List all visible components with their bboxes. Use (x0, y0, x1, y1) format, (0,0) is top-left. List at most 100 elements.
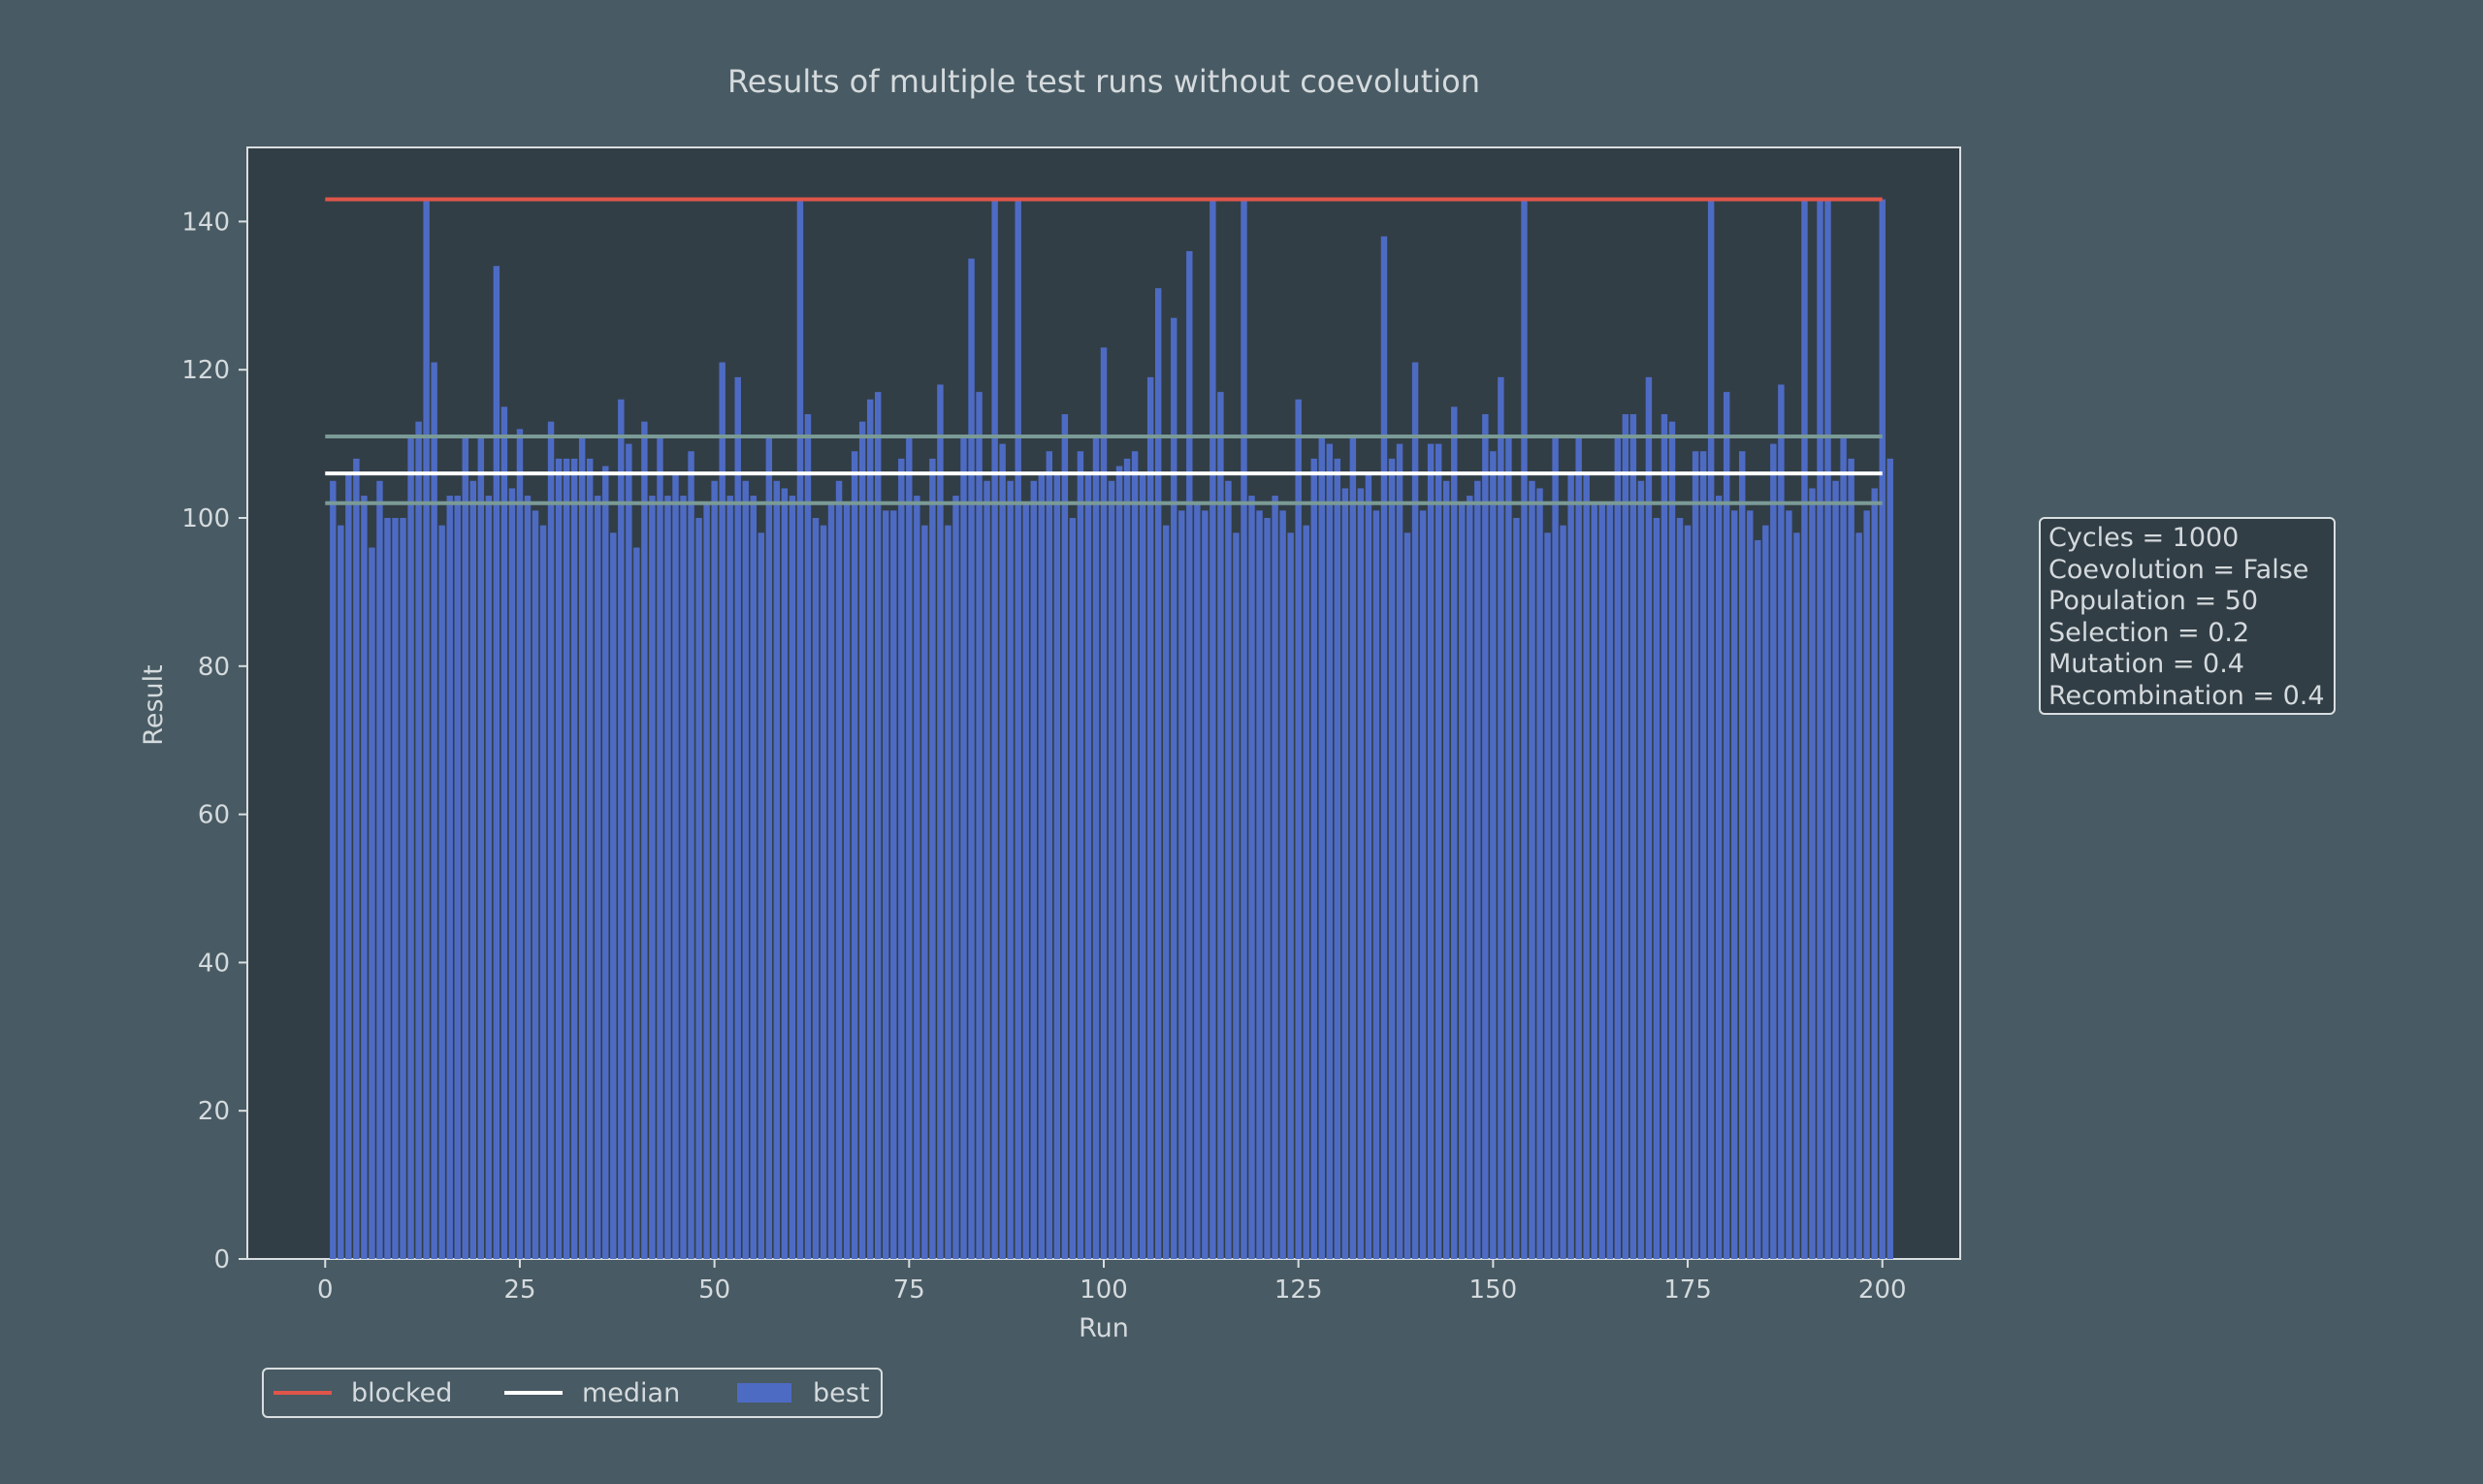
bar-run-97 (1077, 451, 1084, 1259)
bar-run-124 (1287, 532, 1294, 1259)
bar-run-21 (485, 496, 493, 1260)
bar-run-67 (843, 502, 851, 1259)
bar-run-195 (1840, 436, 1847, 1260)
bar-run-87 (999, 443, 1006, 1260)
bar-run-56 (758, 532, 765, 1259)
bar-run-91 (1030, 480, 1037, 1259)
bar-run-29 (547, 421, 555, 1259)
bar-run-158 (1552, 436, 1559, 1260)
annotation-coevolution: Coevolution = False (2048, 554, 2309, 585)
bar-run-80 (945, 525, 951, 1259)
bar-run-153 (1513, 518, 1520, 1259)
bar-run-118 (1241, 199, 1247, 1260)
bar-run-49 (703, 502, 710, 1259)
x-tick-label: 125 (1274, 1275, 1323, 1305)
bar-run-82 (960, 436, 967, 1260)
x-tick-label: 0 (317, 1275, 334, 1305)
bar-run-196 (1848, 458, 1854, 1259)
bar-run-146 (1459, 502, 1466, 1259)
bar-run-197 (1855, 532, 1862, 1259)
bar-run-42 (649, 496, 656, 1260)
y-tick-label: 20 (198, 1097, 230, 1126)
annotation-cycles: Cycles = 1000 (2048, 523, 2240, 553)
bar-run-192 (1817, 199, 1823, 1260)
bar-run-54 (742, 480, 749, 1259)
bar-run-46 (680, 496, 687, 1260)
y-tick-label: 120 (181, 356, 230, 385)
bar-run-140 (1411, 362, 1419, 1259)
bar-run-159 (1560, 525, 1566, 1259)
bar-run-108 (1163, 525, 1170, 1259)
bar-run-127 (1310, 458, 1317, 1259)
legend-swatch-blocked (274, 1391, 332, 1395)
bar-run-8 (384, 518, 391, 1259)
bar-run-125 (1295, 399, 1302, 1259)
bar-run-16 (446, 496, 453, 1260)
bar-run-75 (906, 436, 913, 1260)
bar-run-151 (1498, 376, 1504, 1260)
bar-run-181 (1731, 510, 1738, 1259)
reference-lines (325, 197, 1883, 505)
y-axis-ticks: 0 20 40 60 80 100 120 140 (181, 208, 247, 1274)
bar-run-129 (1326, 443, 1333, 1260)
bar-run-162 (1583, 473, 1590, 1259)
bar-run-58 (773, 480, 781, 1259)
bar-run-201 (1886, 458, 1893, 1259)
bar-run-113 (1202, 510, 1209, 1259)
bar-run-31 (563, 458, 570, 1259)
bar-run-19 (469, 480, 476, 1259)
bar-run-112 (1194, 502, 1201, 1259)
bar-run-28 (539, 525, 547, 1259)
bar-run-149 (1482, 414, 1489, 1259)
bar-run-128 (1318, 436, 1325, 1260)
bar-run-117 (1233, 532, 1240, 1259)
bar-run-168 (1629, 414, 1637, 1259)
bar-run-81 (952, 496, 959, 1260)
bar-run-34 (586, 458, 594, 1259)
legend-item-median: median (504, 1370, 680, 1416)
bar-run-23 (500, 406, 508, 1259)
x-axis-ticks: 0 25 50 75 100 125 150 175 200 (317, 1259, 1907, 1305)
bar-run-4 (353, 458, 360, 1259)
bar-run-93 (1046, 451, 1053, 1259)
bar-run-144 (1442, 480, 1450, 1259)
bar-run-18 (462, 436, 468, 1260)
x-tick-label: 75 (893, 1275, 925, 1305)
bar-run-126 (1303, 525, 1309, 1259)
bar-run-27 (532, 510, 539, 1259)
y-tick-label: 60 (198, 801, 230, 830)
bar-run-62 (804, 414, 812, 1259)
bar-run-182 (1739, 451, 1746, 1259)
bar-run-52 (726, 496, 733, 1260)
bar-run-132 (1349, 436, 1357, 1260)
bar-run-148 (1474, 480, 1481, 1259)
bar-run-66 (835, 480, 843, 1259)
bar-run-175 (1684, 525, 1692, 1259)
bar-run-73 (890, 510, 897, 1259)
bar-run-72 (883, 510, 889, 1259)
bar-run-65 (827, 502, 835, 1259)
bar-run-119 (1248, 496, 1255, 1260)
bar-run-191 (1809, 488, 1816, 1259)
bar-run-160 (1567, 473, 1574, 1259)
bar-run-170 (1645, 376, 1653, 1260)
bar-run-17 (454, 496, 461, 1260)
bar-run-35 (595, 496, 601, 1260)
bar-run-105 (1139, 473, 1146, 1259)
bar-run-169 (1637, 480, 1645, 1259)
bar-run-85 (984, 480, 990, 1259)
bar-run-11 (407, 436, 414, 1260)
bar-run-122 (1272, 496, 1278, 1260)
bar-series-best (330, 199, 1893, 1260)
bar-run-13 (423, 199, 430, 1260)
bar-run-90 (1022, 502, 1029, 1259)
bar-run-1 (330, 480, 337, 1259)
bar-run-141 (1419, 510, 1427, 1259)
bar-run-188 (1786, 510, 1792, 1259)
bar-run-50 (711, 480, 718, 1259)
bar-run-24 (508, 488, 516, 1259)
chart-title: Results of multiple test runs without co… (727, 63, 1480, 100)
bar-run-101 (1108, 480, 1115, 1259)
bar-run-115 (1217, 392, 1224, 1259)
bar-run-43 (657, 436, 663, 1260)
